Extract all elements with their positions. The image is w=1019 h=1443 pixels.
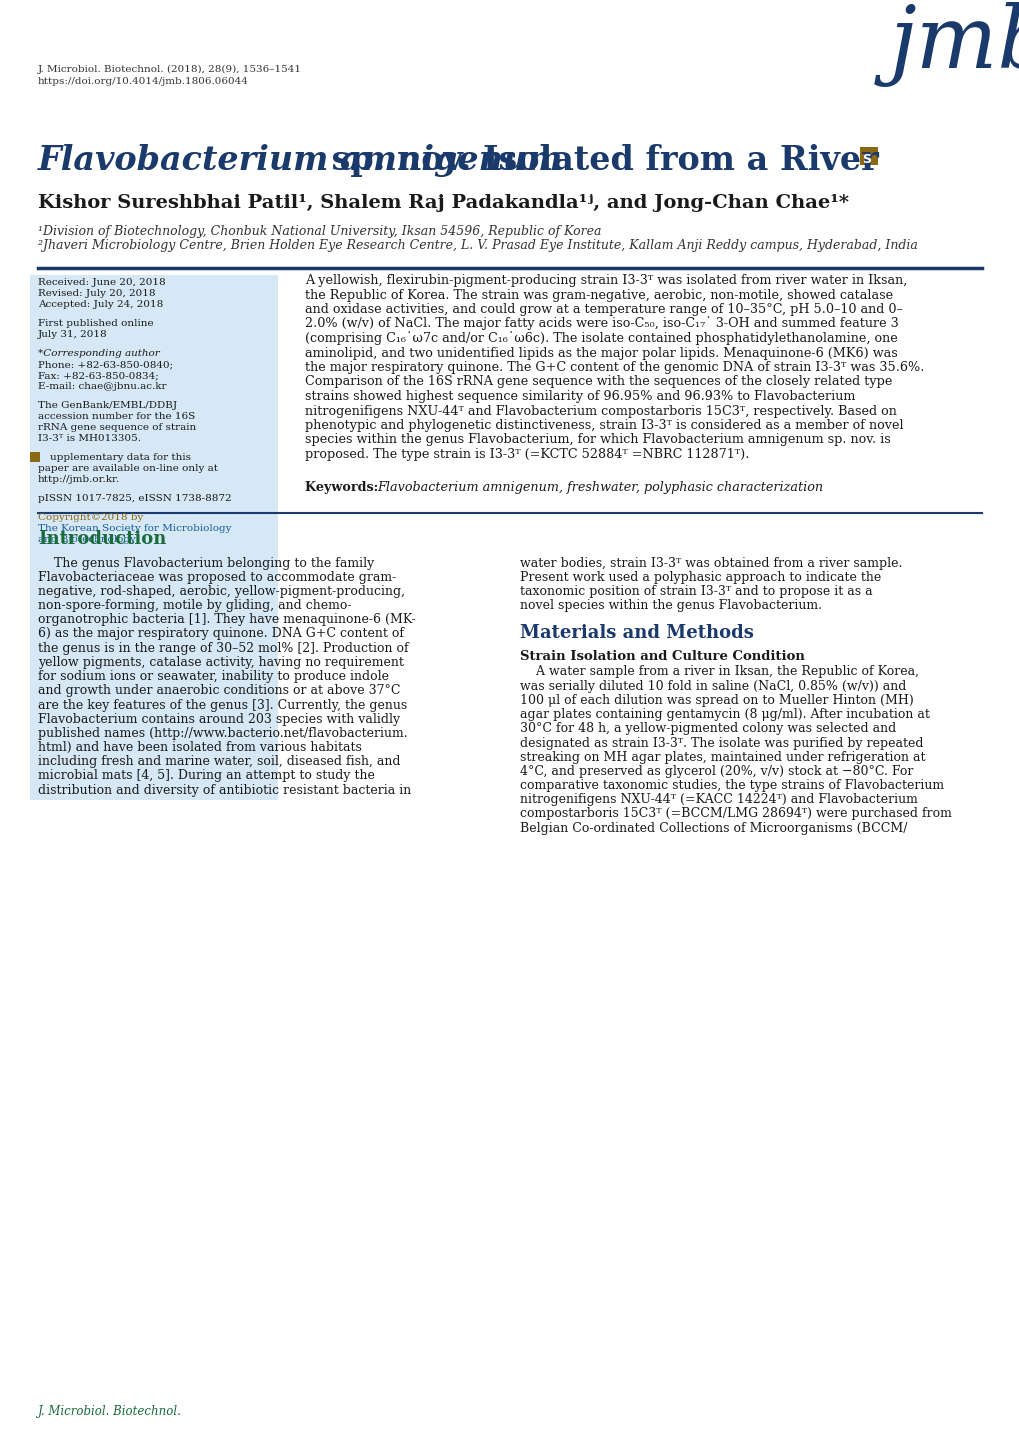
Text: Copyright©2018 by: Copyright©2018 by <box>38 514 144 522</box>
Text: July 31, 2018: July 31, 2018 <box>38 330 108 339</box>
Text: for sodium ions or seawater, inability to produce indole: for sodium ions or seawater, inability t… <box>38 670 388 683</box>
Text: the major respiratory quinone. The G+C content of the genomic DNA of strain I3-3: the major respiratory quinone. The G+C c… <box>305 361 923 374</box>
Text: Flavobacterium contains around 203 species with validly: Flavobacterium contains around 203 speci… <box>38 713 399 726</box>
Text: strains showed highest sequence similarity of 96.95% and 96.93% to Flavobacteriu: strains showed highest sequence similari… <box>305 390 855 403</box>
Text: jmb: jmb <box>890 1 1019 87</box>
Text: rRNA gene sequence of strain: rRNA gene sequence of strain <box>38 423 196 431</box>
Text: the Republic of Korea. The strain was gram-negative, aerobic, non-motile, showed: the Republic of Korea. The strain was gr… <box>305 289 893 302</box>
Text: Flavobacteriaceae was proposed to accommodate gram-: Flavobacteriaceae was proposed to accomm… <box>38 570 395 584</box>
Text: published names (http://www.bacterio.net/flavobacterium.: published names (http://www.bacterio.net… <box>38 727 408 740</box>
Text: organotrophic bacteria [1]. They have menaquinone-6 (MK-: organotrophic bacteria [1]. They have me… <box>38 613 415 626</box>
Text: 100 μl of each dilution was spread on to Mueller Hinton (MH): 100 μl of each dilution was spread on to… <box>520 694 913 707</box>
Text: The GenBank/EMBL/DDBJ: The GenBank/EMBL/DDBJ <box>38 401 177 410</box>
Text: ¹Division of Biotechnology, Chonbuk National University, Iksan 54596, Republic o: ¹Division of Biotechnology, Chonbuk Nati… <box>38 225 601 238</box>
Text: J. Microbiol. Biotechnol.: J. Microbiol. Biotechnol. <box>38 1405 181 1418</box>
Text: distribution and diversity of antibiotic resistant bacteria in: distribution and diversity of antibiotic… <box>38 784 411 797</box>
Text: Accepted: July 24, 2018: Accepted: July 24, 2018 <box>38 300 163 309</box>
FancyBboxPatch shape <box>859 147 877 165</box>
Text: J. Microbiol. Biotechnol. (2018), 28(9), 1536–1541: J. Microbiol. Biotechnol. (2018), 28(9),… <box>38 65 302 74</box>
Text: *Corresponding author: *Corresponding author <box>38 349 160 358</box>
Text: http://jmb.or.kr.: http://jmb.or.kr. <box>38 475 120 483</box>
Text: pISSN 1017-7825, eISSN 1738-8872: pISSN 1017-7825, eISSN 1738-8872 <box>38 494 231 504</box>
Text: and growth under anaerobic conditions or at above 37°C: and growth under anaerobic conditions or… <box>38 684 400 697</box>
Text: agar plates containing gentamycin (8 μg/ml). After incubation at: agar plates containing gentamycin (8 μg/… <box>520 709 929 722</box>
Text: Flavobacterium amnigenum: Flavobacterium amnigenum <box>38 144 562 177</box>
Text: ²Jhaveri Microbiology Centre, Brien Holden Eye Research Centre, L. V. Prasad Eye: ²Jhaveri Microbiology Centre, Brien Hold… <box>38 240 917 253</box>
Text: comparative taxonomic studies, the type strains of Flavobacterium: comparative taxonomic studies, the type … <box>520 779 944 792</box>
Text: nitrogenifigens NXU-44ᵀ and Flavobacterium compostarboris 15C3ᵀ, respectively. B: nitrogenifigens NXU-44ᵀ and Flavobacteri… <box>305 404 896 417</box>
Text: Received: June 20, 2018: Received: June 20, 2018 <box>38 278 165 287</box>
Text: Keywords:: Keywords: <box>305 481 382 494</box>
Text: yellow pigments, catalase activity, having no requirement: yellow pigments, catalase activity, havi… <box>38 657 404 670</box>
Text: 6) as the major respiratory quinone. DNA G+C content of: 6) as the major respiratory quinone. DNA… <box>38 628 404 641</box>
Text: html) and have been isolated from various habitats: html) and have been isolated from variou… <box>38 742 362 755</box>
Text: Revised: July 20, 2018: Revised: July 20, 2018 <box>38 289 155 299</box>
Bar <box>30 276 278 799</box>
Text: Materials and Methods: Materials and Methods <box>520 623 753 642</box>
Text: sp. nov. Isolated from a River: sp. nov. Isolated from a River <box>320 144 878 177</box>
Text: Comparison of the 16S rRNA gene sequence with the sequences of the closely relat: Comparison of the 16S rRNA gene sequence… <box>305 375 892 388</box>
Text: nitrogenifigens NXU-44ᵀ (=KACC 14224ᵀ) and Flavobacterium: nitrogenifigens NXU-44ᵀ (=KACC 14224ᵀ) a… <box>520 794 917 807</box>
Text: the genus is in the range of 30–52 mol% [2]. Production of: the genus is in the range of 30–52 mol% … <box>38 642 409 655</box>
Text: taxonomic position of strain I3-3ᵀ and to propose it as a: taxonomic position of strain I3-3ᵀ and t… <box>520 584 872 597</box>
Text: Phone: +82-63-850-0840;: Phone: +82-63-850-0840; <box>38 359 173 369</box>
Text: accession number for the 16S: accession number for the 16S <box>38 413 195 421</box>
Text: and Biotechnology: and Biotechnology <box>38 535 136 544</box>
Text: E-mail: chae@jbnu.ac.kr: E-mail: chae@jbnu.ac.kr <box>38 382 166 391</box>
Text: Kishor Sureshbhai Patil¹, Shalem Raj Padakandla¹ʲ, and Jong-Chan Chae¹*: Kishor Sureshbhai Patil¹, Shalem Raj Pad… <box>38 193 848 212</box>
Text: paper are available on-line only at: paper are available on-line only at <box>38 465 218 473</box>
Text: 2.0% (w/v) of NaCl. The major fatty acids were iso-C₅₀, iso-C₁₇˙ 3-OH and summed: 2.0% (w/v) of NaCl. The major fatty acid… <box>305 316 898 330</box>
Text: I3-3ᵀ is MH013305.: I3-3ᵀ is MH013305. <box>38 434 141 443</box>
Text: First published online: First published online <box>38 319 154 328</box>
Text: proposed. The type strain is I3-3ᵀ (=KCTC 52884ᵀ =NBRC 112871ᵀ).: proposed. The type strain is I3-3ᵀ (=KCT… <box>305 447 749 460</box>
Text: compostarboris 15C3ᵀ (=BCCM/LMG 28694ᵀ) were purchased from: compostarboris 15C3ᵀ (=BCCM/LMG 28694ᵀ) … <box>520 808 951 821</box>
Text: upplementary data for this: upplementary data for this <box>50 453 191 462</box>
FancyBboxPatch shape <box>30 452 40 462</box>
Text: S: S <box>861 153 870 166</box>
Text: designated as strain I3-3ᵀ. The isolate was purified by repeated: designated as strain I3-3ᵀ. The isolate … <box>520 736 922 749</box>
Text: Introduction: Introduction <box>38 531 166 548</box>
Text: A yellowish, flexirubin-pigment-producing strain I3-3ᵀ was isolated from river w: A yellowish, flexirubin-pigment-producin… <box>305 274 907 287</box>
Text: streaking on MH agar plates, maintained under refrigeration at: streaking on MH agar plates, maintained … <box>520 750 924 763</box>
Text: species within the genus Flavobacterium, for which Flavobacterium amnigenum sp. : species within the genus Flavobacterium,… <box>305 433 890 446</box>
Text: water bodies, strain I3-3ᵀ was obtained from a river sample.: water bodies, strain I3-3ᵀ was obtained … <box>520 557 902 570</box>
Text: novel species within the genus Flavobacterium.: novel species within the genus Flavobact… <box>520 599 821 612</box>
Text: Fax: +82-63-850-0834;: Fax: +82-63-850-0834; <box>38 371 159 380</box>
Text: (comprising C₁₆˙ω7c and/or C₁₆˙ω6c). The isolate contained phosphatidylethanolam: (comprising C₁₆˙ω7c and/or C₁₆˙ω6c). The… <box>305 330 897 345</box>
Text: 30°C for 48 h, a yellow-pigmented colony was selected and: 30°C for 48 h, a yellow-pigmented colony… <box>520 723 896 736</box>
Text: Belgian Co-ordinated Collections of Microorganisms (BCCM/: Belgian Co-ordinated Collections of Micr… <box>520 821 907 834</box>
Text: Strain Isolation and Culture Condition: Strain Isolation and Culture Condition <box>520 649 804 662</box>
Text: A water sample from a river in Iksan, the Republic of Korea,: A water sample from a river in Iksan, th… <box>520 665 918 678</box>
Text: and oxidase activities, and could grow at a temperature range of 10–35°C, pH 5.0: and oxidase activities, and could grow a… <box>305 303 902 316</box>
Text: including fresh and marine water, soil, diseased fish, and: including fresh and marine water, soil, … <box>38 755 400 768</box>
Text: non-spore-forming, motile by gliding, and chemo-: non-spore-forming, motile by gliding, an… <box>38 599 352 612</box>
Text: microbial mats [4, 5]. During an attempt to study the: microbial mats [4, 5]. During an attempt… <box>38 769 375 782</box>
Text: The genus Flavobacterium belonging to the family: The genus Flavobacterium belonging to th… <box>38 557 374 570</box>
Text: Present work used a polyphasic approach to indicate the: Present work used a polyphasic approach … <box>520 570 880 584</box>
Text: negative, rod-shaped, aerobic, yellow-pigment-producing,: negative, rod-shaped, aerobic, yellow-pi… <box>38 584 405 597</box>
Text: Flavobacterium amnigenum, freshwater, polyphasic characterization: Flavobacterium amnigenum, freshwater, po… <box>377 481 822 494</box>
Text: are the key features of the genus [3]. Currently, the genus: are the key features of the genus [3]. C… <box>38 698 407 711</box>
Text: was serially diluted 10 fold in saline (NaCl, 0.85% (w/v)) and: was serially diluted 10 fold in saline (… <box>520 680 906 693</box>
Text: The Korean Society for Microbiology: The Korean Society for Microbiology <box>38 524 231 532</box>
Text: https://doi.org/10.4014/jmb.1806.06044: https://doi.org/10.4014/jmb.1806.06044 <box>38 76 249 87</box>
Text: phenotypic and phylogenetic distinctiveness, strain I3-3ᵀ is considered as a mem: phenotypic and phylogenetic distinctiven… <box>305 418 903 431</box>
Text: aminolipid, and two unidentified lipids as the major polar lipids. Menaquinone-6: aminolipid, and two unidentified lipids … <box>305 346 897 359</box>
Text: 4°C, and preserved as glycerol (20%, v/v) stock at −80°C. For: 4°C, and preserved as glycerol (20%, v/v… <box>520 765 912 778</box>
